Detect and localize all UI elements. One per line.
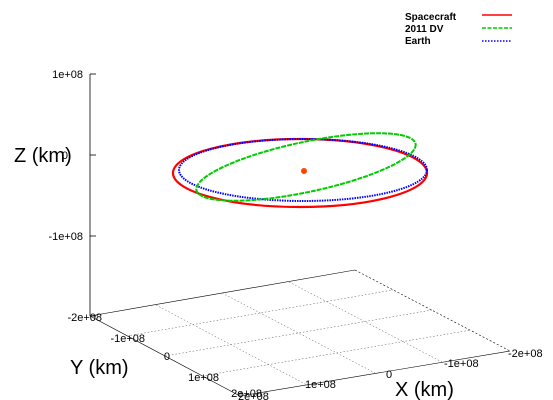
grid-lines xyxy=(126,281,472,386)
y-tick-label: -1e+08 xyxy=(110,333,145,345)
z-tick-label: 1e+08 xyxy=(52,69,83,81)
z-tick-label: -2e+08 xyxy=(67,312,102,324)
z-tick-label: -1e+08 xyxy=(48,231,83,243)
z-axis xyxy=(89,73,96,317)
legend-label-2011dv: 2011 DV xyxy=(405,24,444,35)
x-tick-label: 1e+08 xyxy=(305,379,336,391)
x-tick-label: 0 xyxy=(386,369,392,381)
y-axis-label: Y (km) xyxy=(70,357,129,379)
orbit-earth xyxy=(178,138,428,202)
z-axis-label: Z (km) xyxy=(14,145,72,167)
y-tick-label: 1e+08 xyxy=(188,372,219,384)
x-tick-label: 2e+08 xyxy=(238,391,269,400)
grid-line xyxy=(126,289,394,337)
base-edge-right xyxy=(239,350,511,397)
grid-line xyxy=(164,309,433,357)
x-axis-label: X (km) xyxy=(395,379,454,400)
legend-label-spacecraft: Spacecraft xyxy=(405,12,457,23)
grid-line xyxy=(288,281,443,363)
y-tick-label: 0 xyxy=(164,351,170,363)
orbits xyxy=(171,132,429,209)
orbit-2011dv xyxy=(195,132,417,202)
base-edge-back xyxy=(354,269,511,352)
legend-label-earth: Earth xyxy=(405,36,431,47)
grid-line xyxy=(221,292,376,374)
central-body-marker xyxy=(301,168,307,174)
grid-line xyxy=(155,304,308,386)
x-tick-label: -1e+08 xyxy=(444,358,479,370)
grid-line xyxy=(201,329,472,377)
y-tick-label: 2e+08 xyxy=(231,388,262,400)
legend: Spacecraft 2011 DV Earth xyxy=(405,12,512,47)
x-tick-label: -2e+08 xyxy=(508,348,543,360)
z-tick-label: 0 xyxy=(62,150,68,162)
base-grid xyxy=(89,269,511,397)
